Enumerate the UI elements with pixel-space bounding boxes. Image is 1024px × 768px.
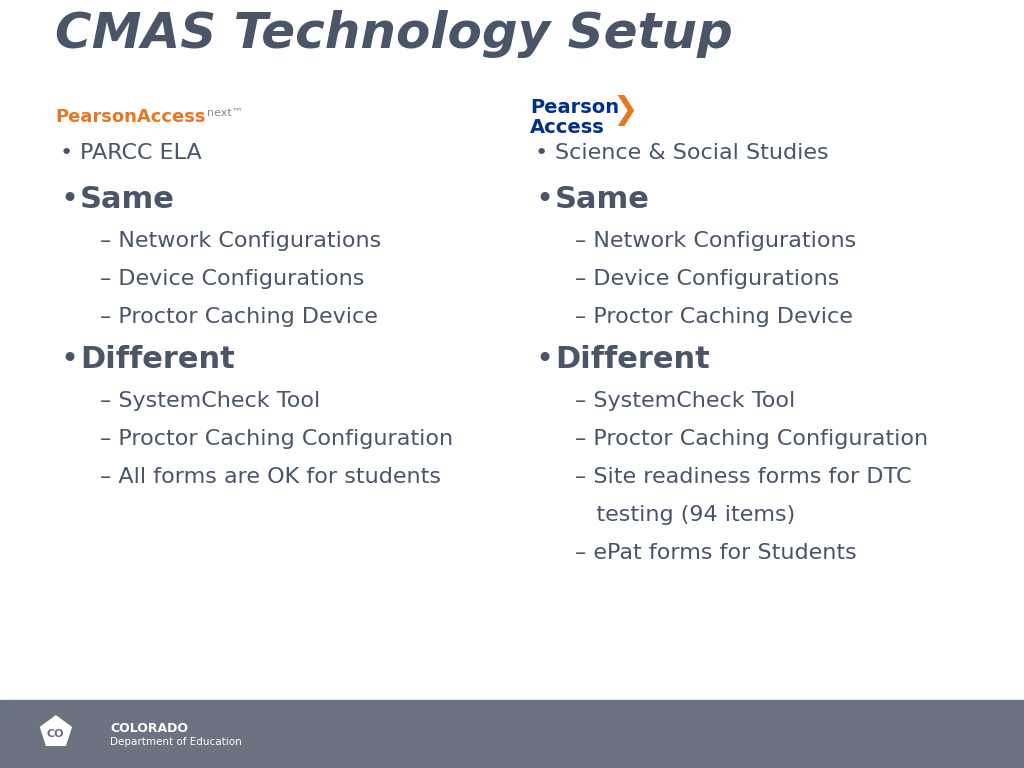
Text: Pearson: Pearson xyxy=(530,98,620,117)
Text: Access: Access xyxy=(530,118,605,137)
Text: ❯: ❯ xyxy=(612,94,638,125)
Text: ⬟: ⬟ xyxy=(38,715,72,753)
Bar xyxy=(0,700,1024,768)
Text: •: • xyxy=(535,345,553,374)
Text: – SystemCheck Tool: – SystemCheck Tool xyxy=(575,391,796,411)
Text: – All forms are OK for students: – All forms are OK for students xyxy=(100,467,441,487)
Text: – Site readiness forms for DTC: – Site readiness forms for DTC xyxy=(575,467,911,487)
Text: •: • xyxy=(60,143,74,163)
Text: Department of Education: Department of Education xyxy=(110,737,242,747)
Text: Different: Different xyxy=(80,345,234,374)
Text: PARCC ELA: PARCC ELA xyxy=(80,143,202,163)
Text: CMAS Technology Setup: CMAS Technology Setup xyxy=(55,10,733,58)
Text: •: • xyxy=(535,185,553,214)
Text: CO: CO xyxy=(46,729,63,739)
Text: Science & Social Studies: Science & Social Studies xyxy=(555,143,828,163)
Text: – ePat forms for Students: – ePat forms for Students xyxy=(575,543,857,563)
Text: – Network Configurations: – Network Configurations xyxy=(575,231,856,251)
Text: testing (94 items): testing (94 items) xyxy=(575,505,796,525)
Text: COLORADO: COLORADO xyxy=(110,721,188,734)
Text: – Proctor Caching Device: – Proctor Caching Device xyxy=(100,307,378,327)
Text: – Proctor Caching Configuration: – Proctor Caching Configuration xyxy=(575,429,928,449)
Text: PearsonAccess: PearsonAccess xyxy=(55,108,206,126)
Text: •: • xyxy=(535,143,548,163)
Text: – Network Configurations: – Network Configurations xyxy=(100,231,381,251)
Text: Same: Same xyxy=(555,185,650,214)
Text: Different: Different xyxy=(555,345,710,374)
Text: – Proctor Caching Device: – Proctor Caching Device xyxy=(575,307,853,327)
Text: – Proctor Caching Configuration: – Proctor Caching Configuration xyxy=(100,429,454,449)
Text: Same: Same xyxy=(80,185,175,214)
Text: – Device Configurations: – Device Configurations xyxy=(100,269,365,289)
Text: •: • xyxy=(60,345,78,374)
Text: •: • xyxy=(60,185,78,214)
Text: – SystemCheck Tool: – SystemCheck Tool xyxy=(100,391,321,411)
Text: next™: next™ xyxy=(207,108,243,118)
Text: – Device Configurations: – Device Configurations xyxy=(575,269,840,289)
